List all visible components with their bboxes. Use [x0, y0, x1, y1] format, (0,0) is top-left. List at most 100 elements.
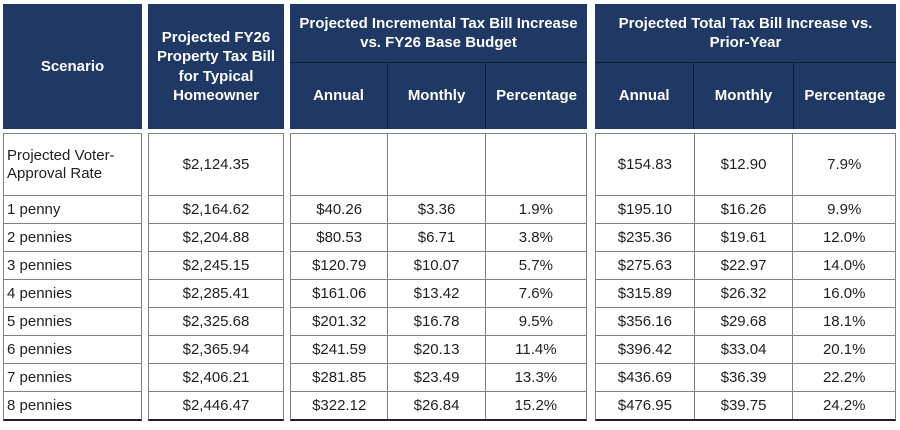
annual-cell: $281.85 [312, 369, 367, 386]
percentage-cell: 7.6% [484, 280, 586, 307]
bill-cell: $2,204.88 [182, 229, 250, 246]
percentage-cell: 11.4% [484, 336, 586, 363]
annual-cell: $322.12 [312, 397, 367, 414]
table-row: $2,365.94 [149, 335, 283, 363]
annual-cell: $154.83 [617, 156, 672, 173]
total-group-header: Projected Total Tax Bill Increase vs. Pr… [595, 4, 896, 63]
monthly-cell: $10.07 [387, 252, 484, 279]
table-row: $195.10 $16.26 9.9% [596, 195, 895, 223]
scenario-cell: 2 pennies [7, 228, 73, 246]
percentage-cell: 15.2% [484, 392, 586, 419]
monthly-cell: $3.36 [387, 196, 484, 223]
table-row: $40.26 $3.36 1.9% [291, 195, 586, 223]
fy26-bill-header: Projected FY26 Property Tax Bill for Typ… [148, 4, 284, 129]
annual-subheader: Annual [618, 87, 670, 105]
bill-cell: $2,285.41 [182, 285, 250, 302]
monthly-cell: $16.26 [693, 196, 793, 223]
table-row: $476.95 $39.75 24.2% [596, 391, 895, 419]
monthly-cell: $26.84 [387, 392, 484, 419]
table-row: 8 pennies [4, 391, 141, 419]
table-row: $201.32 $16.78 9.5% [291, 307, 586, 335]
bill-cell: $2,446.47 [182, 397, 250, 414]
annual-cell [291, 134, 387, 195]
total-increase-group: Projected Total Tax Bill Increase vs. Pr… [595, 4, 896, 421]
monthly-cell: $36.39 [693, 364, 793, 391]
header-gap [290, 129, 587, 133]
percentage-cell: 12.0% [792, 224, 895, 251]
percentage-cell: 9.9% [792, 196, 895, 223]
incremental-subheaders: Annual Monthly Percentage [290, 63, 587, 129]
monthly-cell [387, 134, 484, 195]
monthly-cell: $20.13 [387, 336, 484, 363]
bill-cell: $2,365.94 [182, 341, 250, 358]
percentage-cell: 9.5% [484, 308, 586, 335]
table-row: 1 penny [4, 195, 141, 223]
header-gap [148, 129, 284, 133]
monthly-cell: $29.68 [693, 308, 793, 335]
monthly-cell: $22.97 [693, 252, 793, 279]
percentage-cell: 20.1% [792, 336, 895, 363]
percentage-cell: 16.0% [792, 280, 895, 307]
monthly-cell: $23.49 [387, 364, 484, 391]
monthly-subheader: Monthly [387, 63, 485, 129]
scenario-cell: 6 pennies [7, 340, 73, 358]
scenario-cell: Projected Voter-Approval Rate [7, 147, 115, 182]
monthly-subheader: Monthly [693, 63, 792, 129]
table-row: $241.59 $20.13 11.4% [291, 335, 586, 363]
table-row: $161.06 $13.42 7.6% [291, 279, 586, 307]
annual-cell: $241.59 [312, 341, 367, 358]
monthly-cell: $19.61 [693, 224, 793, 251]
percentage-subheader: Percentage [792, 63, 896, 129]
scenario-cell: 3 pennies [7, 256, 73, 274]
percentage-cell: 13.3% [484, 364, 586, 391]
bill-cell: $2,124.35 [182, 156, 250, 173]
total-cells: $154.83 $12.90 7.9% $195.10 $16.26 9.9% … [595, 133, 896, 421]
scenario-column: Scenario Projected Voter-Approval Rate 1… [3, 4, 142, 421]
table-row: $436.69 $36.39 22.2% [596, 363, 895, 391]
annual-cell: $315.89 [617, 285, 672, 302]
table-row: $154.83 $12.90 7.9% [596, 134, 895, 195]
percentage-cell: 3.8% [484, 224, 586, 251]
fy26-bill-column: Projected FY26 Property Tax Bill for Typ… [148, 4, 284, 421]
incremental-increase-group: Projected Incremental Tax Bill Increase … [290, 4, 587, 421]
table-row: $315.89 $26.32 16.0% [596, 279, 895, 307]
annual-cell: $80.53 [316, 229, 363, 246]
percentage-cell: 5.7% [484, 252, 586, 279]
annual-cell: $201.32 [312, 313, 367, 330]
table-row: $80.53 $6.71 3.8% [291, 223, 586, 251]
table-row: $275.63 $22.97 14.0% [596, 251, 895, 279]
table-row: $2,446.47 [149, 391, 283, 419]
bill-cell: $2,164.62 [182, 201, 250, 218]
percentage-cell: 24.2% [792, 392, 895, 419]
table-row: $396.42 $33.04 20.1% [596, 335, 895, 363]
annual-cell: $235.36 [617, 229, 672, 246]
table-row: 5 pennies [4, 307, 141, 335]
table-row: $120.79 $10.07 5.7% [291, 251, 586, 279]
table-row: $2,285.41 [149, 279, 283, 307]
header-gap [595, 129, 896, 133]
table-row: $281.85 $23.49 13.3% [291, 363, 586, 391]
table-row: $2,204.88 [149, 223, 283, 251]
monthly-cell: $26.32 [693, 280, 793, 307]
monthly-cell: $12.90 [693, 134, 793, 195]
monthly-cell: $13.42 [387, 280, 484, 307]
scenario-cell: 7 pennies [7, 368, 73, 386]
annual-cell: $436.69 [617, 369, 672, 386]
monthly-cell: $39.75 [693, 392, 793, 419]
monthly-cell: $6.71 [387, 224, 484, 251]
percentage-cell: 1.9% [484, 196, 586, 223]
bill-cell: $2,245.15 [182, 257, 250, 274]
incremental-cells: $40.26 $3.36 1.9% $80.53 $6.71 3.8% $120… [290, 133, 587, 421]
annual-cell: $120.79 [312, 257, 367, 274]
bill-cell: $2,406.21 [182, 369, 250, 386]
table-row: $2,406.21 [149, 363, 283, 391]
table-row: $2,325.68 [149, 307, 283, 335]
scenario-cell: 8 pennies [7, 396, 73, 414]
annual-cell: $396.42 [617, 341, 672, 358]
annual-subheader: Annual [313, 87, 364, 105]
table-row: $356.16 $29.68 18.1% [596, 307, 895, 335]
percentage-cell: 22.2% [792, 364, 895, 391]
percentage-cell [484, 134, 586, 195]
scenario-header: Scenario [3, 4, 142, 129]
